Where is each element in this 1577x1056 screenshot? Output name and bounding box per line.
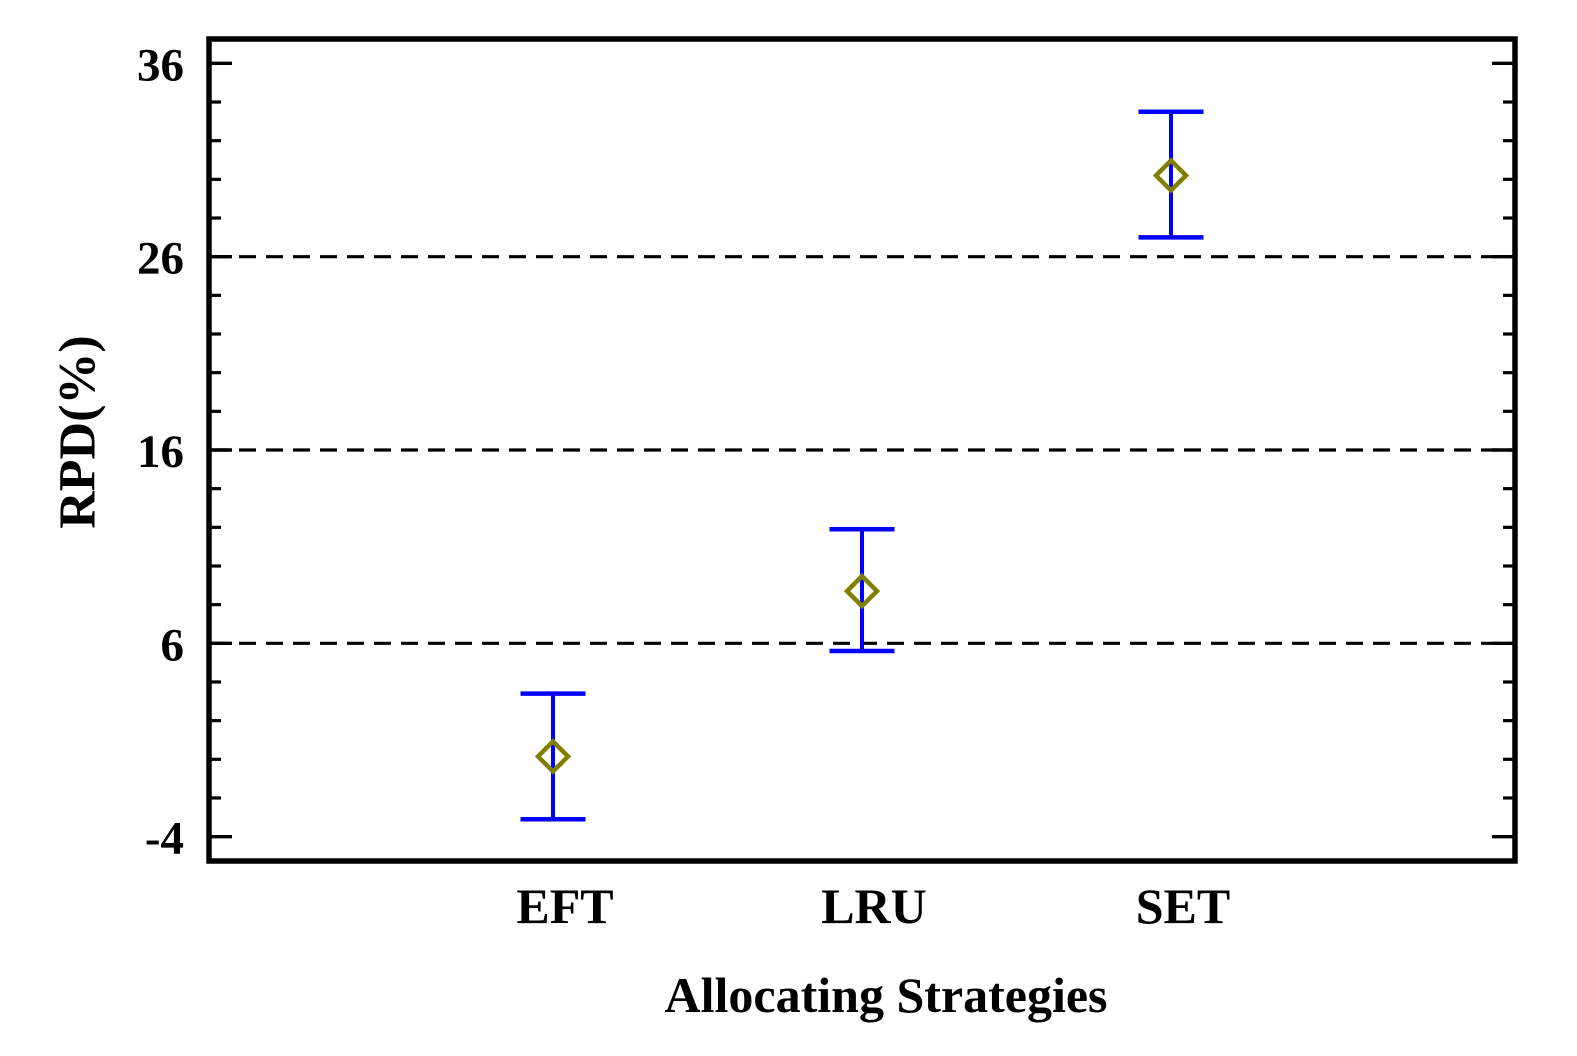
mean-marker-diamond-eft <box>534 738 572 775</box>
x-axis-title: Allocating Strategies <box>664 967 1108 1023</box>
y-tick-label: 26 <box>137 233 184 285</box>
y-tick-label: 36 <box>137 39 184 91</box>
x-category-label-lru: LRU <box>821 878 927 934</box>
y-tick-label: 16 <box>137 426 184 478</box>
mean-marker-diamond-lru <box>843 572 881 610</box>
x-category-label-set: SET <box>1136 878 1231 934</box>
x-category-label-eft: EFT <box>516 878 613 934</box>
y-tick-label: 6 <box>161 619 185 671</box>
mean-marker-diamond-set <box>1152 157 1190 194</box>
plot-area-border <box>206 36 1518 864</box>
y-tick-label: -4 <box>145 813 184 865</box>
y-axis-title: RPD(%) <box>49 335 107 529</box>
